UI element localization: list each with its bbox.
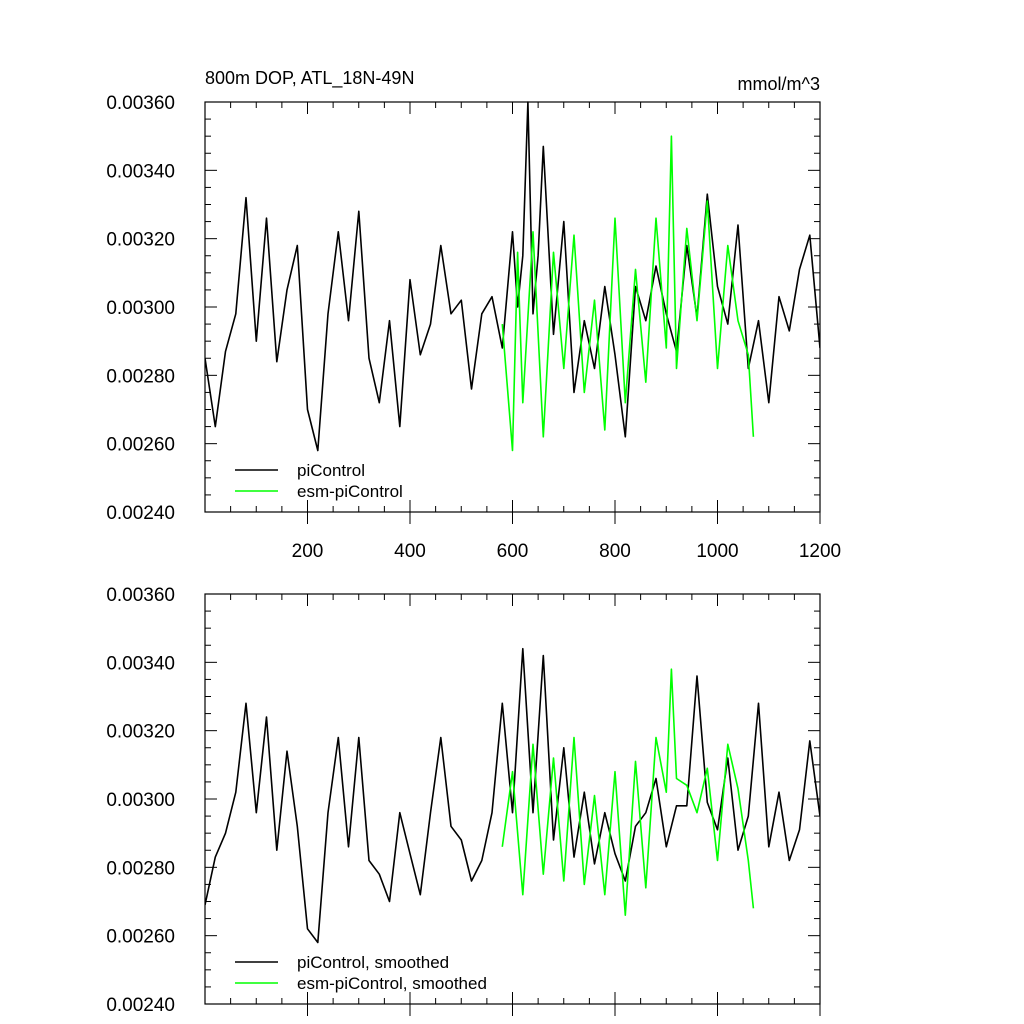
x-tick-label: 600 — [497, 541, 529, 562]
series-line-esm-picontrol — [501, 135, 755, 452]
legend-label: piControl, smoothed — [297, 953, 449, 972]
x-axis — [204, 594, 821, 1016]
legend-label: esm-piControl — [297, 482, 403, 501]
y-tick-label: 0.00280 — [106, 858, 175, 879]
legend: piControl esm-piControl — [235, 461, 403, 501]
y-tick-label: 0.00260 — [106, 927, 175, 948]
y-axis: 0.00240 0.00260 0.00280 0.00300 0.00320 0.003… — [106, 93, 820, 524]
y-tick-label: 0.00240 — [106, 503, 175, 524]
y-tick-label: 0.00340 — [106, 653, 175, 674]
bottom-panel: 0.00240 0.00260 0.00280 0.00300 0.00320 0.003… — [106, 585, 821, 1016]
y-tick-label: 0.00360 — [106, 585, 175, 606]
x-axis: 200 400 600 800 1000 1200 — [204, 102, 841, 562]
series-line-picontrol-smoothed — [205, 647, 820, 944]
x-tick-label: 800 — [599, 541, 631, 562]
legend-label: piControl — [297, 461, 365, 480]
x-tick-label: 200 — [292, 541, 324, 562]
y-tick-label: 0.00280 — [106, 366, 175, 387]
chart-title: 800m DOP, ATL_18N-49N — [205, 68, 414, 89]
plot-frame — [204, 593, 821, 1005]
x-tick-label: 1000 — [696, 541, 738, 562]
units-label: mmol/m^3 — [738, 74, 820, 94]
y-tick-label: 0.00260 — [106, 435, 175, 456]
legend: piControl, smoothed esm-piControl, smooth… — [235, 953, 487, 993]
y-tick-label: 0.00300 — [106, 298, 175, 319]
y-tick-label: 0.00240 — [106, 995, 175, 1016]
series-line-esm-picontrol-smoothed — [501, 668, 755, 917]
y-axis: 0.00240 0.00260 0.00280 0.00300 0.00320 0.003… — [106, 585, 820, 1016]
y-tick-label: 0.00340 — [106, 161, 175, 182]
legend-label: esm-piControl, smoothed — [297, 974, 487, 993]
y-tick-label: 0.00360 — [106, 93, 175, 114]
y-tick-label: 0.00320 — [106, 722, 175, 743]
series-line-picontrol — [205, 101, 820, 452]
x-tick-label: 1200 — [799, 541, 841, 562]
y-tick-label: 0.00320 — [106, 230, 175, 251]
title-group: 800m DOP, ATL_18N-49N mmol/m^3 — [205, 68, 820, 94]
y-tick-label: 0.00300 — [106, 790, 175, 811]
top-panel: 0.00240 0.00260 0.00280 0.00300 0.00320 0.003… — [106, 93, 841, 562]
x-tick-label: 400 — [394, 541, 426, 562]
